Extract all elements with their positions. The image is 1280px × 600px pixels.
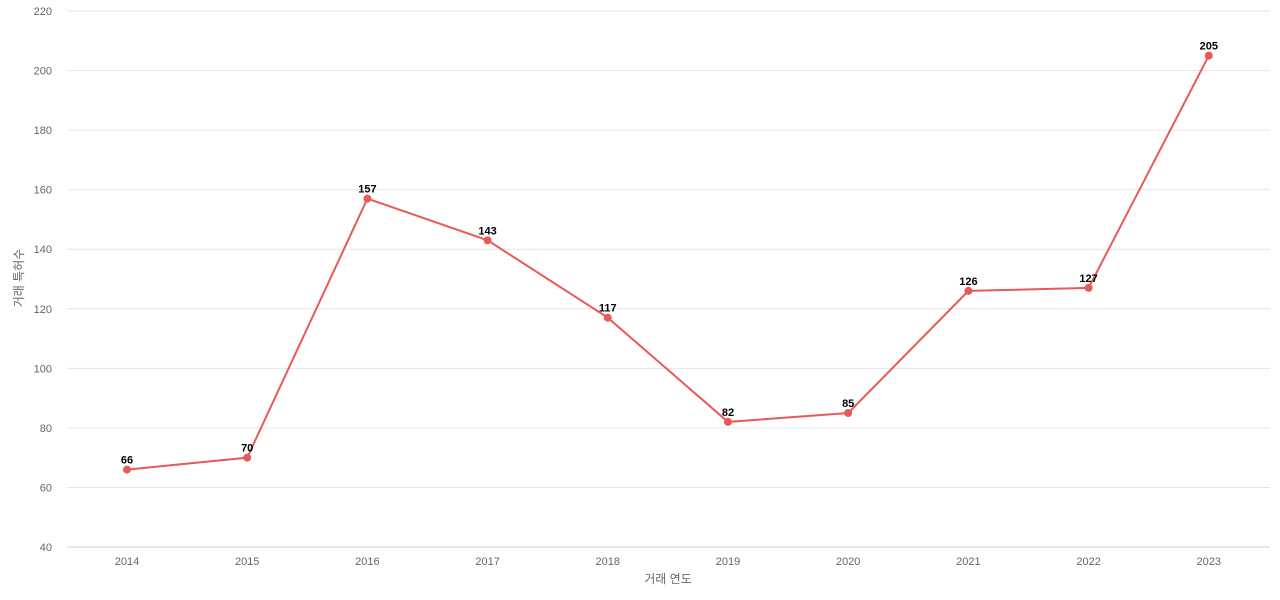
- data-label: 143: [478, 225, 496, 237]
- y-tick-label: 140: [34, 244, 52, 256]
- data-point: [243, 453, 252, 462]
- x-tick-label: 2016: [355, 556, 379, 568]
- data-point: [1204, 51, 1213, 60]
- data-point: [363, 194, 372, 203]
- data-label: 117: [599, 303, 617, 315]
- data-label: 85: [842, 398, 854, 410]
- y-axis-ticks: 40 60 80 100 120 140 160 180 200 220: [34, 6, 52, 554]
- series: [126, 55, 1210, 471]
- y-tick-label: 100: [34, 363, 52, 375]
- grid-lines: [67, 10, 1270, 548]
- x-tick-label: 2023: [1197, 556, 1221, 568]
- y-tick-label: 80: [40, 423, 52, 435]
- y-tick-label: 200: [34, 66, 52, 78]
- y-tick-label: 120: [34, 304, 52, 316]
- x-tick-label: 2015: [235, 556, 259, 568]
- data-label: 66: [121, 455, 133, 467]
- x-tick-label: 2020: [836, 556, 860, 568]
- x-tick-label: 2019: [716, 556, 740, 568]
- data-point: [844, 409, 853, 417]
- y-tick-label: 60: [40, 482, 52, 494]
- y-tick-label: 160: [34, 185, 52, 197]
- x-axis-title: 거래 연도: [644, 572, 692, 586]
- x-tick-label: 2014: [115, 556, 139, 568]
- data-point: [964, 286, 973, 295]
- data-point: [1084, 283, 1093, 292]
- x-axis-ticks: 2014 2015 2016 2017 2018 2019 2020 2021 2022 2023: [115, 556, 1221, 568]
- y-tick-label: 40: [40, 542, 52, 554]
- data-point: [123, 465, 131, 474]
- data-label: 157: [358, 184, 376, 196]
- data-label: 82: [722, 407, 734, 419]
- data-point: [724, 417, 732, 426]
- data-label: 126: [959, 276, 977, 288]
- data-point: [483, 236, 492, 245]
- series-line: [126, 55, 1210, 471]
- data-label: 70: [241, 443, 253, 455]
- x-tick-label: 2017: [475, 556, 499, 568]
- data-label: 205: [1200, 41, 1218, 53]
- data-points: [123, 51, 1213, 474]
- y-tick-label: 180: [34, 125, 52, 137]
- y-axis-title: 거래 특허수: [12, 249, 26, 308]
- x-tick-label: 2018: [596, 556, 620, 568]
- data-labels: 66 70 157 143 117 82 85 126 127 205: [121, 41, 1218, 467]
- data-label: 127: [1079, 273, 1097, 285]
- y-tick-label: 220: [34, 6, 52, 18]
- x-tick-label: 2022: [1076, 556, 1100, 568]
- data-point: [603, 313, 612, 322]
- x-tick-label: 2021: [956, 556, 980, 568]
